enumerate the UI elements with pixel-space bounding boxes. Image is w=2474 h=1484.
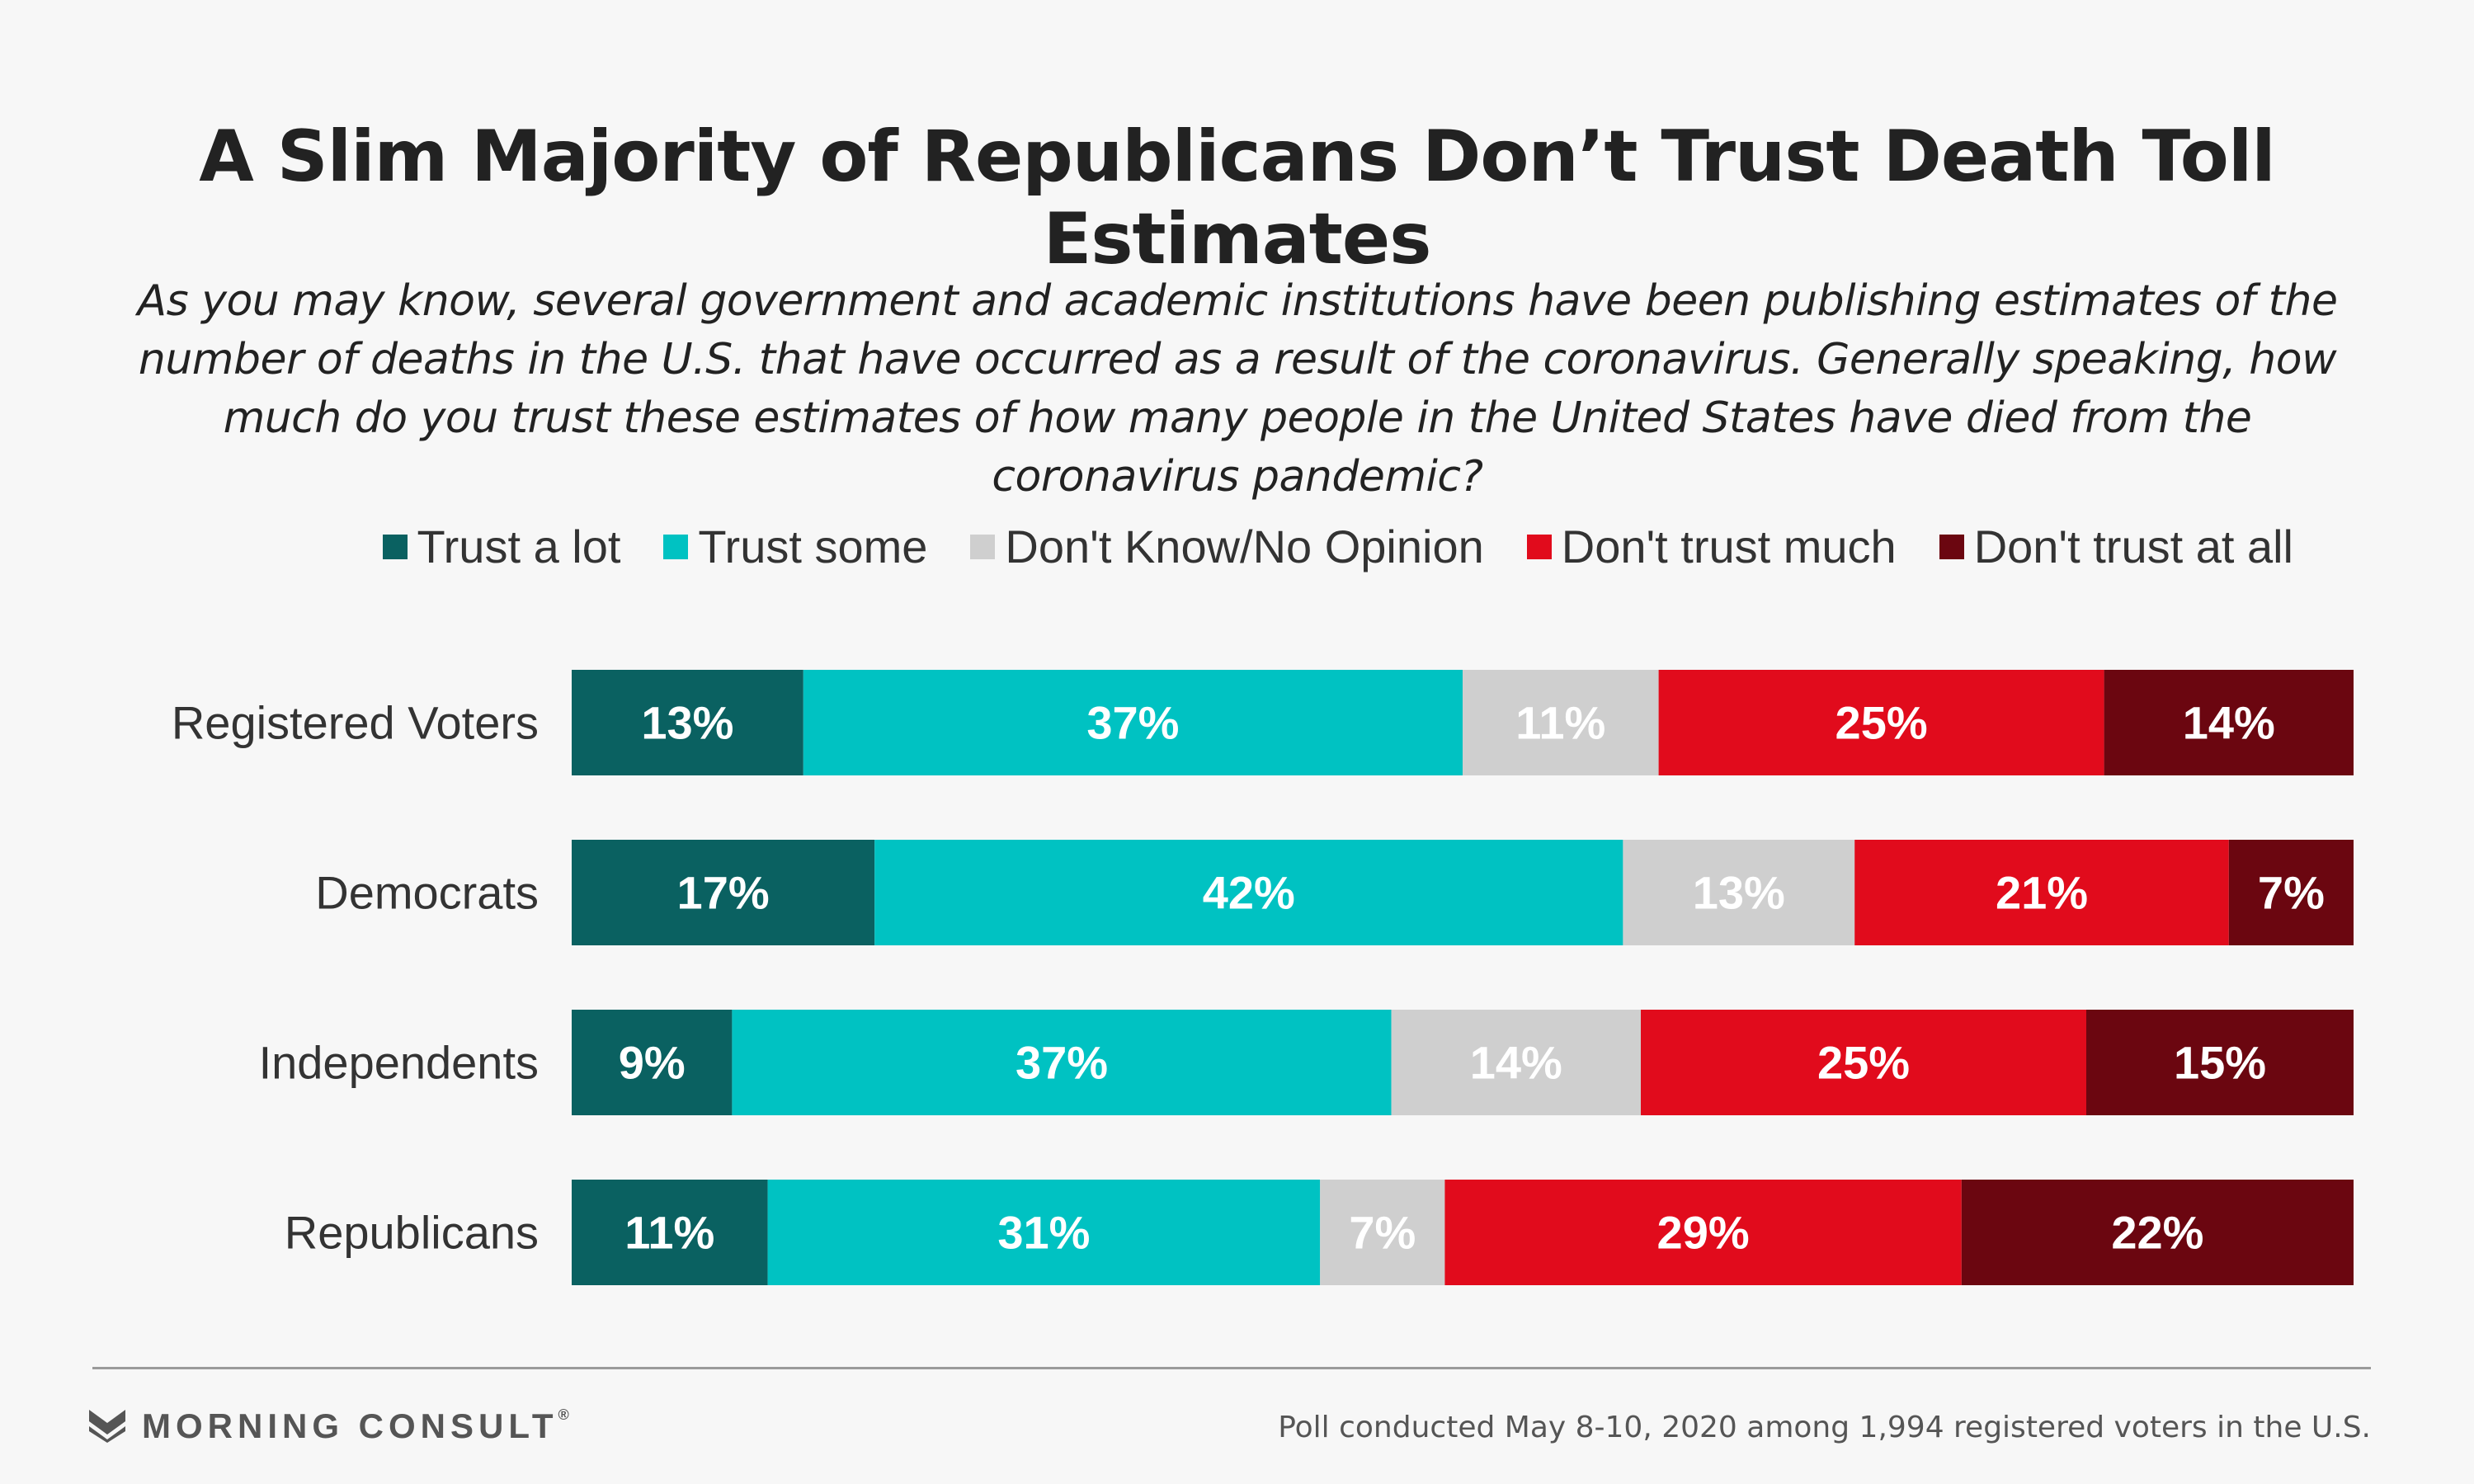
data-label: 25%: [1835, 697, 1928, 749]
legend-swatch: [970, 534, 996, 559]
chart-subtitle: As you may know, several government and …: [137, 276, 2338, 502]
data-label: 31%: [997, 1207, 1090, 1259]
legend-label: Trust some: [698, 521, 928, 572]
data-label: 13%: [641, 697, 733, 749]
bar-segment: [1623, 840, 1855, 945]
legend-item: Trust a lot: [382, 520, 621, 573]
data-label: 9%: [619, 1037, 686, 1089]
bar-segment: [2228, 840, 2354, 945]
legend-swatch: [663, 534, 689, 559]
data-label: 11%: [624, 1207, 714, 1259]
data-label: 7%: [1349, 1207, 1416, 1259]
bar-segment: [1961, 1180, 2354, 1285]
source-note: Poll conducted May 8-10, 2020 among 1,99…: [1278, 1411, 2371, 1444]
legend-item: Trust some: [663, 520, 927, 573]
legend-label: Trust a lot: [417, 521, 621, 572]
data-label: 17%: [677, 867, 770, 919]
bar-segment: [874, 840, 1623, 945]
data-label: 11%: [1515, 697, 1605, 749]
legend-swatch: [1939, 534, 1964, 559]
category-label: Democrats: [315, 867, 539, 919]
data-label: 42%: [1203, 867, 1295, 919]
data-label: 13%: [1693, 867, 1785, 919]
bar-segment: [572, 1180, 768, 1285]
legend: Trust a lot Trust some Don't Know/No Opini…: [0, 520, 2293, 573]
data-label: 37%: [1086, 697, 1179, 749]
morning-consult-logo: MORNING CONSULT®: [89, 1406, 574, 1446]
bar-segment: [1320, 1180, 1445, 1285]
category-label: Independents: [259, 1037, 539, 1089]
data-label: 21%: [1996, 867, 2088, 919]
bar-segment: [2104, 670, 2354, 775]
data-label: 22%: [2111, 1207, 2203, 1259]
legend-swatch: [382, 534, 408, 559]
logo-chevron-icon: [89, 1410, 125, 1443]
logo-text: MORNING CONSULT®: [142, 1406, 574, 1445]
data-label: 37%: [1016, 1037, 1108, 1089]
legend-label: Don't trust at all: [1973, 521, 2293, 572]
bar-segment: [1463, 670, 1659, 775]
bar-segment: [1391, 1010, 1641, 1115]
bar-segment: [1854, 840, 2229, 945]
bar-segment: [803, 670, 1463, 775]
data-label: 14%: [2183, 697, 2275, 749]
bar-segment: [572, 840, 875, 945]
footer-divider: [92, 1367, 2371, 1369]
data-label: 29%: [1657, 1207, 1750, 1259]
bar-segment: [1641, 1010, 2086, 1115]
chart-title: A Slim Majority of Republicans Don’t Tru…: [199, 115, 2276, 280]
legend-swatch: [1526, 534, 1552, 559]
data-label: 15%: [2174, 1037, 2266, 1089]
data-label: 25%: [1817, 1037, 1910, 1089]
legend-item: Don't trust much: [1526, 520, 1897, 573]
data-label: 14%: [1470, 1037, 1562, 1089]
bar-segment: [1444, 1180, 1962, 1285]
bar-segment: [767, 1180, 1321, 1285]
legend-label: Don't trust much: [1561, 521, 1897, 572]
bar-segment: [1658, 670, 2104, 775]
data-label: 7%: [2258, 867, 2325, 919]
category-label: Registered Voters: [172, 697, 539, 749]
bar-segment: [732, 1010, 1392, 1115]
category-label: Republicans: [285, 1207, 539, 1259]
legend-item: Don't Know/No Opinion: [970, 520, 1484, 573]
legend-item: Don't trust at all: [1939, 520, 2293, 573]
bar-segment: [572, 670, 803, 775]
bar-segment: [2086, 1010, 2354, 1115]
bar-segment: [572, 1010, 733, 1115]
legend-label: Don't Know/No Opinion: [1005, 521, 1484, 572]
